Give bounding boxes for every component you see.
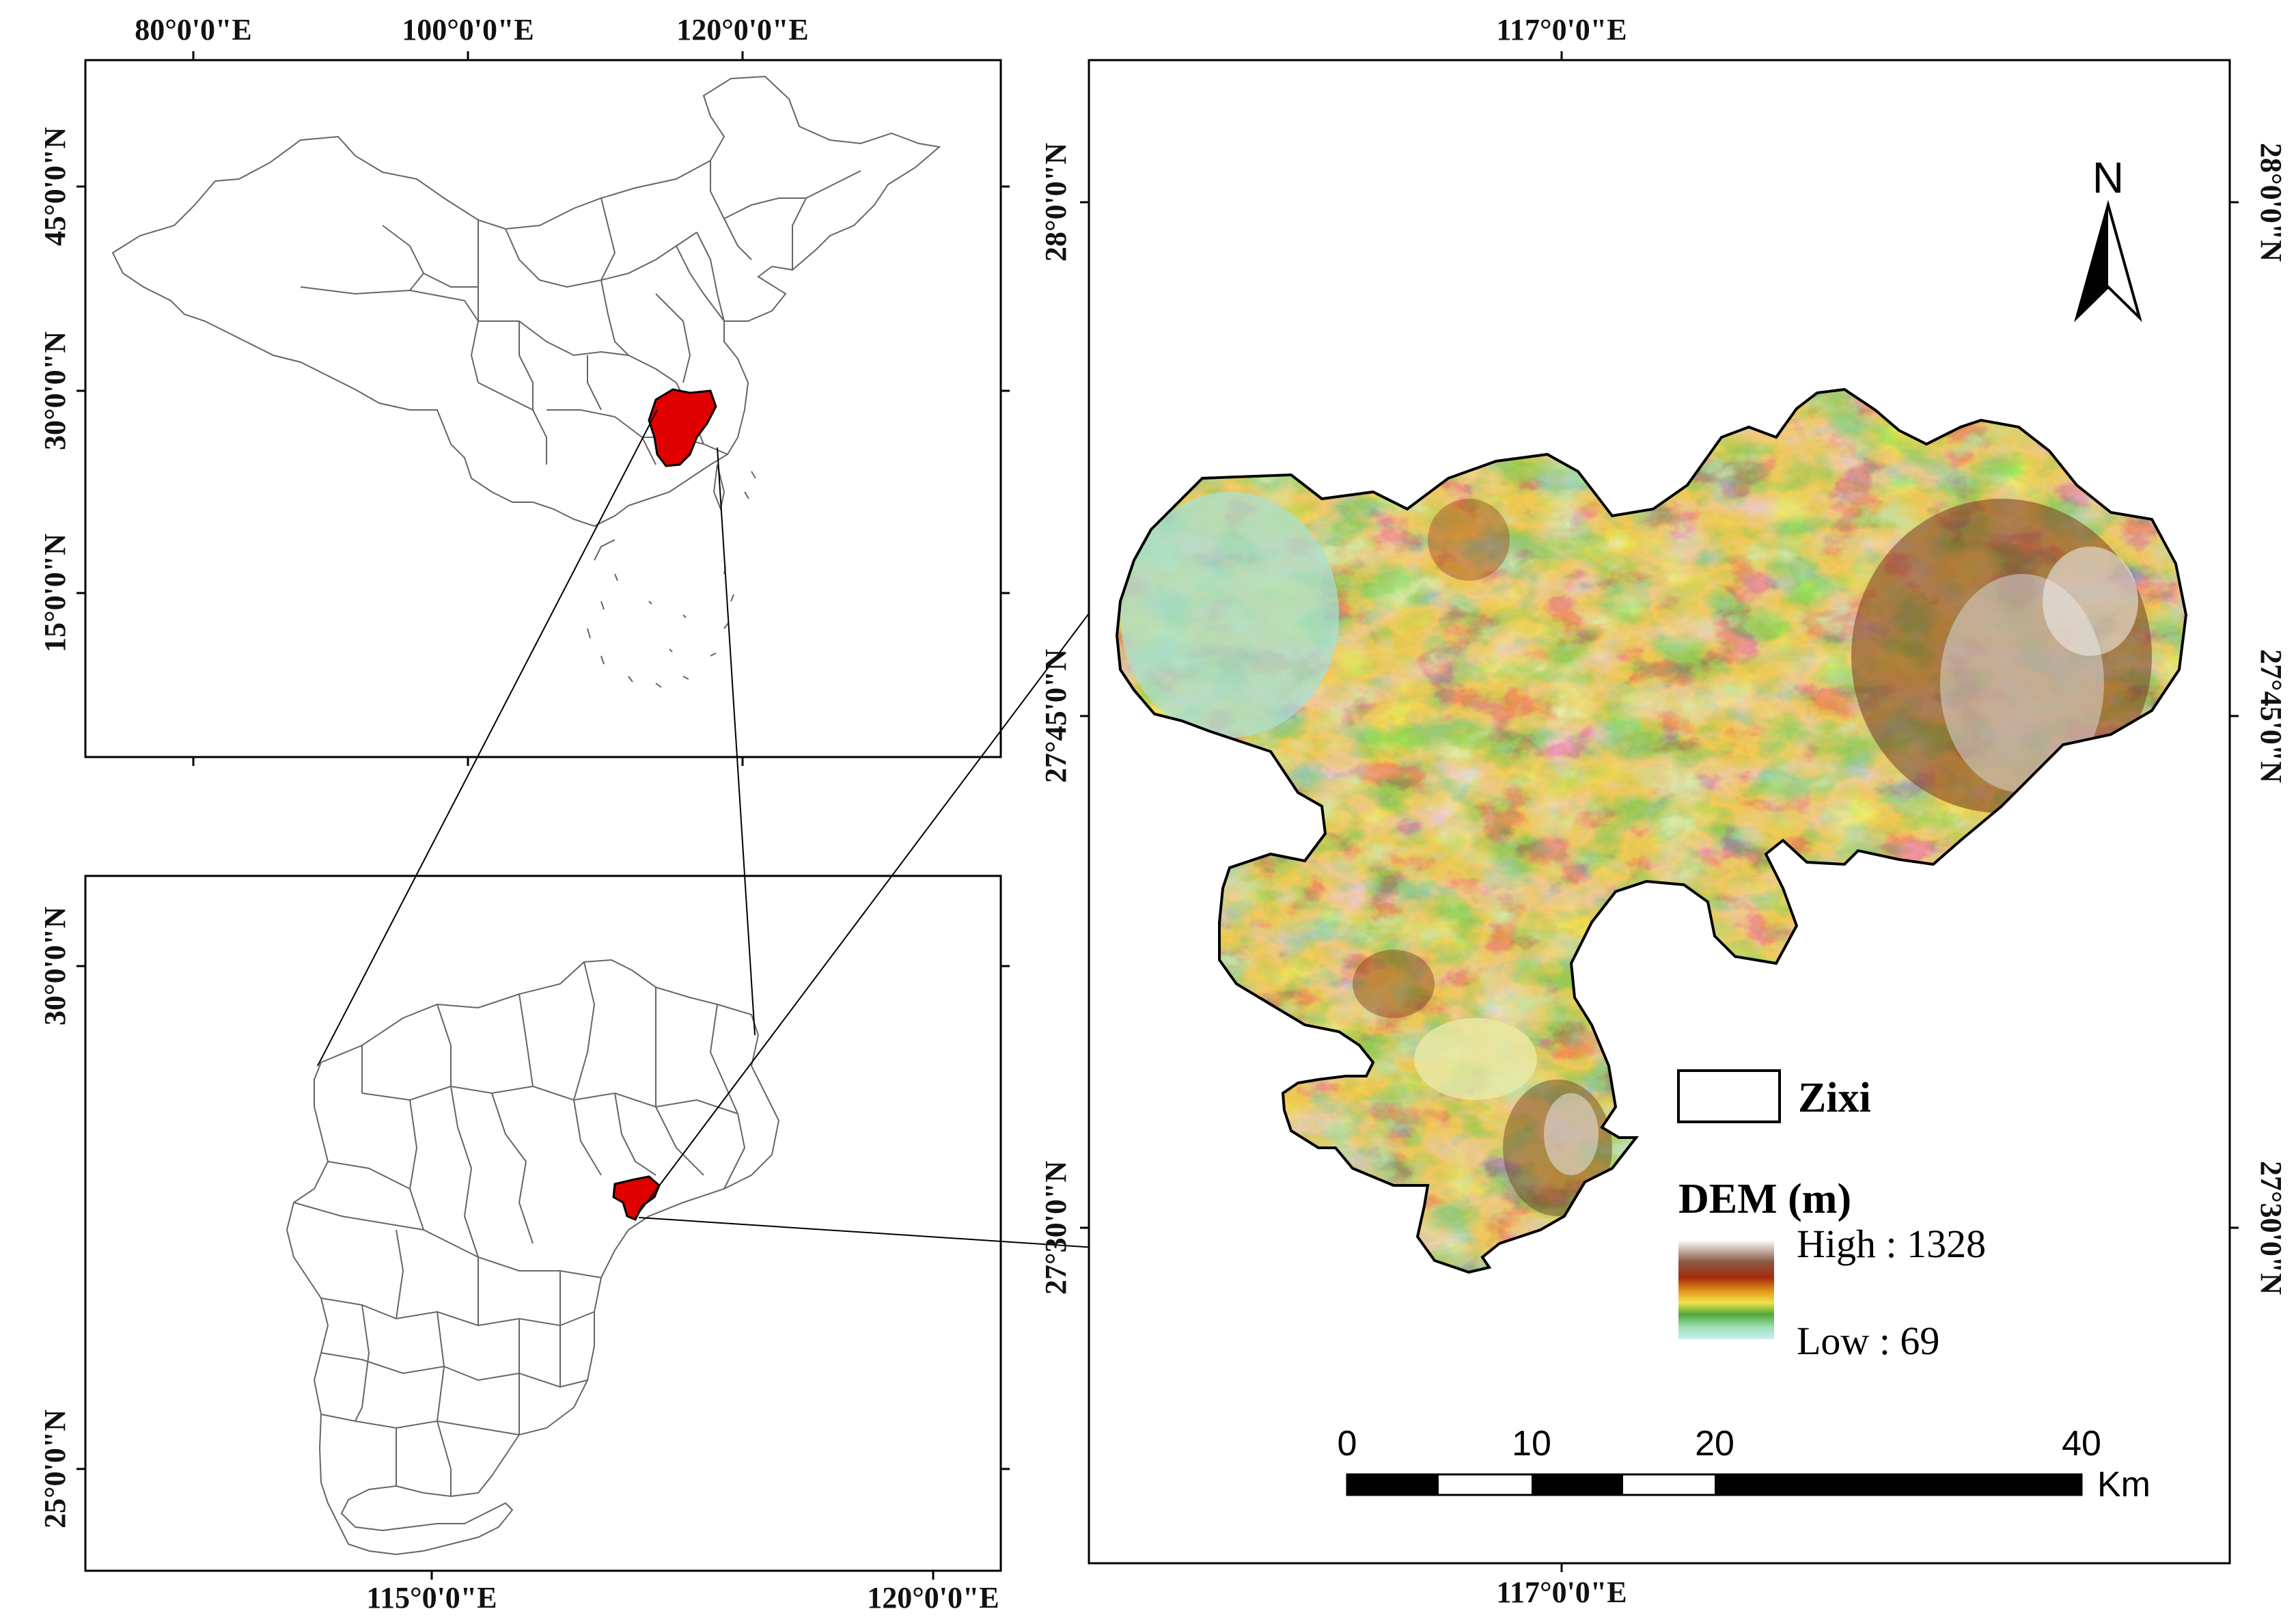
- china-map-frame: [84, 59, 1002, 758]
- china-lat-label-45: 45°0'0"N: [38, 127, 72, 246]
- jiangxi-lat-label-30: 30°0'0"N: [38, 907, 72, 1026]
- jiangxi-map-panel: 115°0'0"E 120°0'0"E 30°0'0"N 25°0'0"N: [38, 875, 1010, 1614]
- jiangxi-map-frame: [84, 875, 1002, 1572]
- zixi-lon-label-top: 117°0'0"E: [1496, 13, 1627, 46]
- legend-zixi-symbol: [1677, 1069, 1781, 1123]
- scale-tick-40: 40: [2062, 1424, 2101, 1463]
- zixi-lat-label-28-right: 28°0'0"N: [2254, 143, 2288, 262]
- scale-tick-20: 20: [1695, 1424, 1734, 1463]
- china-lat-label-30: 30°0'0"N: [38, 331, 72, 450]
- zixi-highlight-jiangxi: [612, 1175, 661, 1221]
- legend-high-label: High : 1328: [1797, 1222, 1986, 1266]
- china-boundaries: [111, 75, 941, 527]
- jiangxi-boundaries: [286, 959, 780, 1556]
- china-outline: [111, 75, 941, 527]
- legend-low-label: Low : 69: [1797, 1319, 1939, 1363]
- north-arrow-label: N: [2092, 153, 2124, 202]
- china-map-panel: 80°0'0"E 100°0'0"E 120°0'0"E 45°0'0"N 30…: [38, 13, 1010, 766]
- zixi-lat-label-28-left: 28°0'0"N: [1039, 143, 1073, 262]
- jiangxi-highlight-china: [648, 388, 717, 467]
- scale-unit: Km: [2097, 1465, 2150, 1504]
- china-lon-label-80: 80°0'0"E: [135, 13, 252, 46]
- zixi-map-ticks: [1080, 51, 2239, 1572]
- scale-tick-10: 10: [1512, 1424, 1551, 1463]
- north-arrow: N: [2074, 153, 2142, 322]
- jiangxi-lat-label-25: 25°0'0"N: [38, 1410, 72, 1528]
- jiangxi-lon-label-115: 115°0'0"E: [366, 1581, 497, 1614]
- zixi-lat-label-2745-right: 27°45'0"N: [2254, 649, 2288, 783]
- china-map-ticks: [77, 51, 1010, 766]
- zixi-lat-label-2745-left: 27°45'0"N: [1039, 649, 1073, 783]
- legend-dem-title: DEM (m): [1678, 1176, 1851, 1222]
- zixi-lon-label-bottom: 117°0'0"E: [1496, 1576, 1627, 1609]
- legend: Zixi DEM (m) High : 1328 Low : 69: [1677, 1069, 1986, 1363]
- zixi-map-panel: 117°0'0"E 117°0'0"E 28°0'0"N 27°45'0"N 2…: [1039, 13, 2288, 1609]
- zixi-lat-label-2730-left: 27°30'0"N: [1039, 1161, 1073, 1295]
- scale-bar: 0 10 20 40 Km: [1338, 1424, 2150, 1504]
- legend-zixi-label: Zixi: [1798, 1075, 1871, 1121]
- legend-dem-ramp: [1678, 1240, 1774, 1339]
- scale-tick-0: 0: [1338, 1424, 1357, 1463]
- south-china-sea-islands: [587, 464, 756, 688]
- china-lat-label-15: 15°0'0"N: [38, 534, 72, 652]
- china-lon-label-120: 120°0'0"E: [676, 13, 809, 46]
- jiangxi-lon-label-120: 120°0'0"E: [867, 1581, 999, 1614]
- zixi-lat-label-2730-right: 27°30'0"N: [2254, 1161, 2288, 1295]
- jiangxi-map-ticks: [77, 965, 1010, 1580]
- china-lon-label-100: 100°0'0"E: [402, 13, 534, 46]
